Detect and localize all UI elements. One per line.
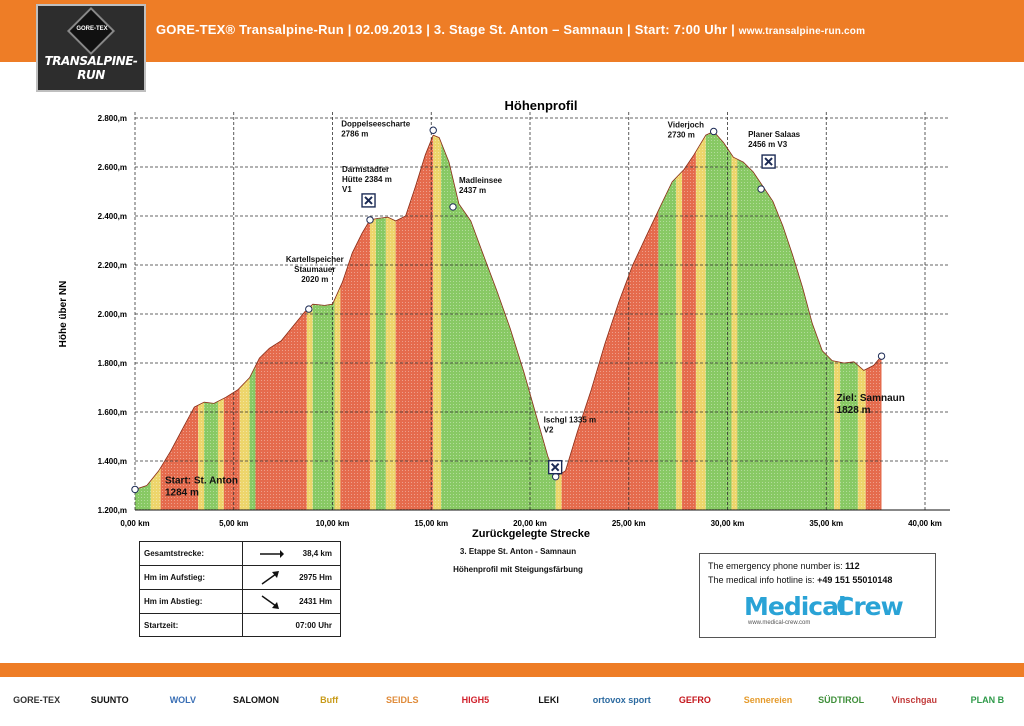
footer-bar xyxy=(0,663,1024,677)
waypoint-marker xyxy=(551,472,560,481)
x-tick-label: 0,00 km xyxy=(120,519,149,528)
stat-label: Hm im Abstieg: xyxy=(144,597,203,606)
waypoint-marker xyxy=(449,203,457,211)
waypoint-label: Kartellspeicher Staumauer 2020 m xyxy=(286,255,344,284)
stat-row-start-time: Startzeit: 07:00 Uhr xyxy=(140,614,340,638)
stat-value: 2431 Hm xyxy=(299,597,332,606)
x-tick-label: 10,00 km xyxy=(316,519,350,528)
page-title: GORE-TEX® Transalpine-Run | 02.09.2013 |… xyxy=(156,22,865,37)
sponsor-logo[interactable]: HIGH5 xyxy=(461,695,490,705)
brand-medical: Medical xyxy=(744,592,847,621)
title-text: GORE-TEX® Transalpine-Run | 02.09.2013 |… xyxy=(156,22,739,37)
x-tick-label: 35,00 km xyxy=(809,519,843,528)
transalpine-run-logo: GORE-TEX TRANSALPINE-RUN xyxy=(36,4,146,92)
waypoint-marker xyxy=(305,305,313,313)
gradient-band-moderate xyxy=(150,131,161,510)
x-tick-label: 20,00 km xyxy=(513,519,547,528)
logo-wordmark: TRANSALPINE-RUN xyxy=(44,54,138,82)
medical-info-box: The emergency phone number is: 112 The m… xyxy=(699,553,936,638)
aid-station-cross xyxy=(764,157,773,166)
waypoint-label: Darmstadter Hütte 2384 m V1 xyxy=(342,165,392,194)
x-tick-label: 15,00 km xyxy=(414,519,448,528)
stage-caption: 3. Etappe St. Anton - Samnaun xyxy=(459,547,577,556)
logo-top-text: GORE-TEX xyxy=(76,26,108,32)
medical-crew-logo: Medical Crew www.medical-crew.com xyxy=(744,592,904,628)
stage-stats-table: Gesamtstrecke: 38,4 km Hm im Aufstieg: 2… xyxy=(139,541,341,637)
waypoint-label: Viderjoch 2730 m xyxy=(668,120,704,139)
header-bar: GORE-TEX® Transalpine-Run | 02.09.2013 |… xyxy=(0,0,1024,62)
stat-row-descent: Hm im Abstieg: 2431 Hm xyxy=(140,590,340,614)
y-tick-label: 2.200,m xyxy=(98,261,127,270)
sponsor-logo[interactable]: PLAN B xyxy=(970,695,1005,705)
stat-label: Hm im Aufstieg: xyxy=(144,573,206,582)
hotline-line: The medical info hotline is: +49 151 550… xyxy=(708,575,892,585)
stat-row-ascent: Hm im Aufstieg: 2975 Hm xyxy=(140,566,340,590)
hotline-label: The medical info hotline is: xyxy=(708,575,818,585)
waypoint-marker xyxy=(366,216,374,224)
emergency-number: 112 xyxy=(845,561,860,571)
x-tick-label: 40,00 km xyxy=(908,519,942,528)
elevation-profile-chart: Höhenprofil Höhe über NN Zurückgelegte S… xyxy=(58,98,950,540)
brand-url: www.medical-crew.com xyxy=(748,620,811,626)
brand-crew: Crew xyxy=(836,592,904,621)
sponsor-logo[interactable]: Sennereien xyxy=(743,695,793,705)
profile-line xyxy=(134,131,882,490)
aid-station-cross xyxy=(364,196,373,205)
y-tick-label: 2.400,m xyxy=(98,212,127,221)
y-axis-label: Höhe über NN xyxy=(58,281,69,348)
stat-value: 38,4 km xyxy=(302,549,332,558)
y-tick-label: 1.600,m xyxy=(98,408,127,417)
emergency-label: The emergency phone number is: xyxy=(708,561,846,571)
y-tick-label: 1.400,m xyxy=(98,457,127,466)
gradient-band-moderate xyxy=(555,131,562,510)
y-tick-label: 1.200,m xyxy=(98,506,127,515)
stat-value: 2975 Hm xyxy=(299,573,332,582)
x-tick-label: 30,00 km xyxy=(711,519,745,528)
stat-value: 07:00 Uhr xyxy=(295,621,332,630)
sponsor-logo[interactable]: SEIDLS xyxy=(386,695,419,705)
waypoint-label: Ischgl 1335 m V2 xyxy=(544,416,596,435)
y-tick-label: 2.600,m xyxy=(98,163,127,172)
sponsor-logo[interactable]: SALOMON xyxy=(232,695,279,705)
aid-station-cross xyxy=(550,462,560,472)
waypoint-marker xyxy=(757,185,765,193)
y-tick-label: 1.800,m xyxy=(98,359,127,368)
arrow-right-icon xyxy=(260,550,284,558)
sponsor-logo[interactable]: WOLV xyxy=(169,695,197,705)
arrow-down-right-icon xyxy=(261,595,279,609)
waypoint-marker xyxy=(709,127,718,136)
sponsor-strip: GORE-TEX SUUNTO WOLV SALOMON Buff SEIDLS HIGH5… xyxy=(0,677,1024,726)
sponsor-logo[interactable]: ortovox sport xyxy=(592,695,651,705)
sponsor-logo[interactable]: SÜDTIROL xyxy=(818,695,865,705)
waypoint-label: Madleinsee 2437 m xyxy=(459,176,503,195)
y-tick-label: 2.800,m xyxy=(98,114,127,123)
stat-label: Gesamtstrecke: xyxy=(144,549,205,558)
profile-caption: Höhenprofil mit Steigungsfärbung xyxy=(453,565,583,574)
x-axis-label: Zurückgelegte Strecke xyxy=(472,528,590,540)
x-tick-label: 5,00 km xyxy=(219,519,248,528)
sponsor-logo[interactable]: LEKI xyxy=(538,695,559,705)
waypoint-marker xyxy=(131,485,139,494)
sponsor-logo[interactable]: Vinschgau xyxy=(891,695,937,705)
x-tick-label: 25,00 km xyxy=(612,519,646,528)
y-tick-label: 2.000,m xyxy=(98,310,127,319)
waypoint-marker xyxy=(877,352,886,360)
waypoint-label: Start: St. Anton 1284 m xyxy=(165,475,238,498)
chart-title: Höhenprofil xyxy=(505,98,578,113)
waypoint-marker xyxy=(429,126,437,134)
website-link[interactable]: www.transalpine-run.com xyxy=(738,26,866,37)
emergency-line: The emergency phone number is: 112 xyxy=(708,561,860,571)
sponsor-logo[interactable]: SUUNTO xyxy=(90,695,129,705)
arrow-up-right-icon xyxy=(261,571,279,585)
sponsor-logo[interactable]: GEFRO xyxy=(678,695,711,705)
waypoint-label: Doppelseescharte 2786 m xyxy=(341,119,410,138)
stat-row-distance: Gesamtstrecke: 38,4 km xyxy=(140,542,340,566)
sponsor-logo[interactable]: GORE-TEX xyxy=(13,695,61,705)
waypoint-label: Planer Salaas 2456 m V3 xyxy=(748,130,801,149)
gradient-band-flat xyxy=(135,131,151,510)
sponsor-logo[interactable]: Buff xyxy=(320,695,339,705)
stat-label: Startzeit: xyxy=(144,621,179,630)
waypoint-label: Ziel: Samnaun 1828 m xyxy=(837,393,905,416)
hotline-number: +49 151 55010148 xyxy=(817,575,893,585)
